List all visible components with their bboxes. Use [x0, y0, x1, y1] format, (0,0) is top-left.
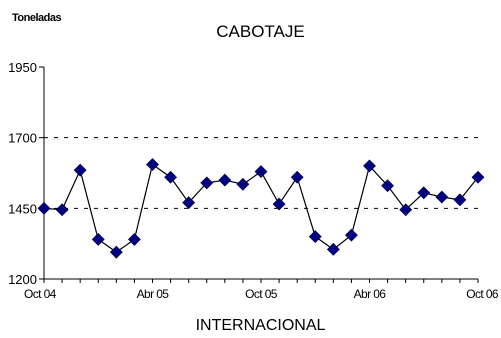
- y-tick-label: 1950: [8, 60, 37, 75]
- data-point: [308, 230, 322, 244]
- y-tick-label: 1450: [8, 201, 37, 216]
- y-tick-label: 1700: [8, 131, 37, 146]
- data-point: [200, 176, 214, 190]
- y-axis-label: Toneladas: [12, 12, 62, 24]
- data-point: [417, 186, 431, 200]
- x-tick-label: Oct 05: [245, 287, 278, 301]
- data-point: [326, 242, 340, 256]
- chart-subtitle: INTERNACIONAL: [195, 317, 326, 334]
- data-point: [363, 159, 376, 173]
- x-tick-label: Oct 06: [466, 287, 499, 301]
- data-point: [127, 233, 141, 246]
- data-point: [290, 170, 304, 184]
- data-point: [453, 193, 467, 207]
- data-point: [218, 173, 232, 187]
- y-tick-label: 1200: [8, 272, 37, 287]
- data-point: [164, 170, 178, 184]
- data-point: [146, 158, 159, 171]
- data-point: [272, 197, 286, 211]
- data-point: [471, 170, 485, 184]
- data-point: [399, 203, 413, 217]
- x-tick-label: Abr 05: [137, 287, 170, 301]
- x-tick-label: Oct 04: [24, 287, 57, 301]
- data-point: [182, 196, 196, 210]
- data-point: [73, 163, 87, 177]
- data-point: [236, 177, 250, 191]
- data-point: [91, 233, 105, 246]
- data-point: [381, 179, 395, 193]
- data-point: [55, 203, 69, 217]
- chart-title: CABOTAJE: [216, 22, 305, 41]
- data-point: [344, 228, 358, 242]
- data-point: [254, 165, 268, 179]
- data-point: [435, 190, 449, 204]
- data-point: [109, 245, 123, 259]
- x-tick-label: Abr 06: [354, 287, 387, 301]
- data-point: [37, 201, 51, 215]
